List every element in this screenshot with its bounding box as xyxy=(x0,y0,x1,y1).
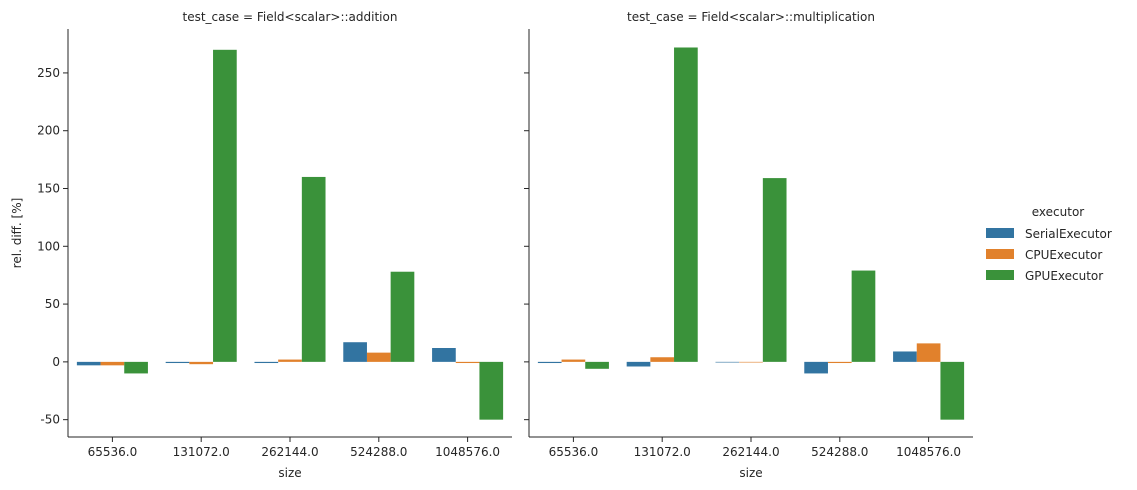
y-ticks-addition: -50 0 50 100 150 200 250 xyxy=(37,66,68,427)
bar-serialexecutor-1 xyxy=(626,361,651,367)
bar-serialexecutor-0 xyxy=(537,361,562,364)
bars-multiplication xyxy=(537,47,965,420)
x-tick-label: 1048576.0 xyxy=(435,445,500,459)
bar-cpuexecutor-0 xyxy=(561,359,586,362)
x-tick-label: 262144.0 xyxy=(261,445,318,459)
bar-gpuexecutor-3 xyxy=(851,270,876,362)
y-ticks-multiplication xyxy=(524,72,529,421)
bar-cpuexecutor-4 xyxy=(455,361,480,364)
legend-label-serial: SerialExecutor xyxy=(1025,227,1112,241)
legend-label-cpu: CPUExecutor xyxy=(1025,248,1102,262)
bar-cpuexecutor-3 xyxy=(827,361,852,364)
x-tick-label: 524288.0 xyxy=(350,445,407,459)
y-tick-label: 0 xyxy=(52,355,60,369)
bar-serialexecutor-3 xyxy=(804,361,828,374)
x-tick-label: 524288.0 xyxy=(811,445,868,459)
bar-serialexecutor-0 xyxy=(76,361,101,366)
y-tick-label: 250 xyxy=(37,66,60,80)
bar-cpuexecutor-3 xyxy=(366,352,391,362)
y-tick-label: 50 xyxy=(45,297,60,311)
x-tick-label: 131072.0 xyxy=(173,445,230,459)
bar-cpuexecutor-1 xyxy=(650,357,675,362)
bar-cpuexecutor-0 xyxy=(100,361,125,366)
x-axis-label-multiplication: size xyxy=(739,466,762,480)
x-ticks-multiplication: 65536.0 131072.0 262144.0 524288.0 1048576.0 xyxy=(549,437,961,459)
bar-serialexecutor-3 xyxy=(343,342,367,362)
panel-title-multiplication: test_case = Field<scalar>::multiplicatio… xyxy=(627,10,875,24)
bar-serialexecutor-1 xyxy=(165,361,190,364)
legend-swatch-gpu xyxy=(986,270,1014,280)
bar-gpuexecutor-0 xyxy=(585,361,609,369)
panel-multiplication: test_case = Field<scalar>::multiplicatio… xyxy=(524,10,973,480)
x-tick-label: 262144.0 xyxy=(722,445,779,459)
bar-serialexecutor-2 xyxy=(715,361,740,363)
bar-gpuexecutor-1 xyxy=(674,47,698,362)
x-ticks-addition: 65536.0 131072.0 262144.0 524288.0 1048576.0 xyxy=(88,437,500,459)
bar-cpuexecutor-4 xyxy=(916,343,941,362)
bar-gpuexecutor-4 xyxy=(479,361,504,420)
legend-swatch-cpu xyxy=(986,249,1014,259)
bar-gpuexecutor-3 xyxy=(390,271,415,362)
x-axis-label-addition: size xyxy=(278,466,301,480)
bar-serialexecutor-4 xyxy=(893,351,917,362)
legend: executor SerialExecutor CPUExecutor GPUE… xyxy=(986,205,1112,283)
panel-addition: test_case = Field<scalar>::addition -50 0… xyxy=(37,10,512,480)
y-tick-label: 150 xyxy=(37,182,60,196)
panel-title-addition: test_case = Field<scalar>::addition xyxy=(183,10,398,24)
bar-serialexecutor-2 xyxy=(254,361,279,364)
x-tick-label: 1048576.0 xyxy=(896,445,961,459)
y-tick-label: 200 xyxy=(37,124,60,138)
bar-gpuexecutor-2 xyxy=(301,176,326,362)
bar-cpuexecutor-1 xyxy=(189,361,214,365)
y-tick-label: 100 xyxy=(37,239,60,253)
x-tick-label: 65536.0 xyxy=(88,445,138,459)
x-tick-label: 65536.0 xyxy=(549,445,599,459)
legend-title: executor xyxy=(1032,205,1085,219)
bar-gpuexecutor-1 xyxy=(213,49,237,362)
legend-swatch-serial xyxy=(986,228,1014,238)
bar-cpuexecutor-2 xyxy=(278,359,302,362)
bar-serialexecutor-4 xyxy=(432,348,456,362)
bars-addition xyxy=(76,49,504,420)
y-tick-label: -50 xyxy=(40,413,60,427)
x-tick-label: 131072.0 xyxy=(634,445,691,459)
bar-gpuexecutor-4 xyxy=(940,361,965,420)
bar-gpuexecutor-0 xyxy=(124,361,148,374)
bar-cpuexecutor-2 xyxy=(739,361,763,363)
bar-gpuexecutor-2 xyxy=(762,178,787,362)
legend-label-gpu: GPUExecutor xyxy=(1025,269,1103,283)
y-axis-label: rel. diff. [%] xyxy=(10,198,24,269)
